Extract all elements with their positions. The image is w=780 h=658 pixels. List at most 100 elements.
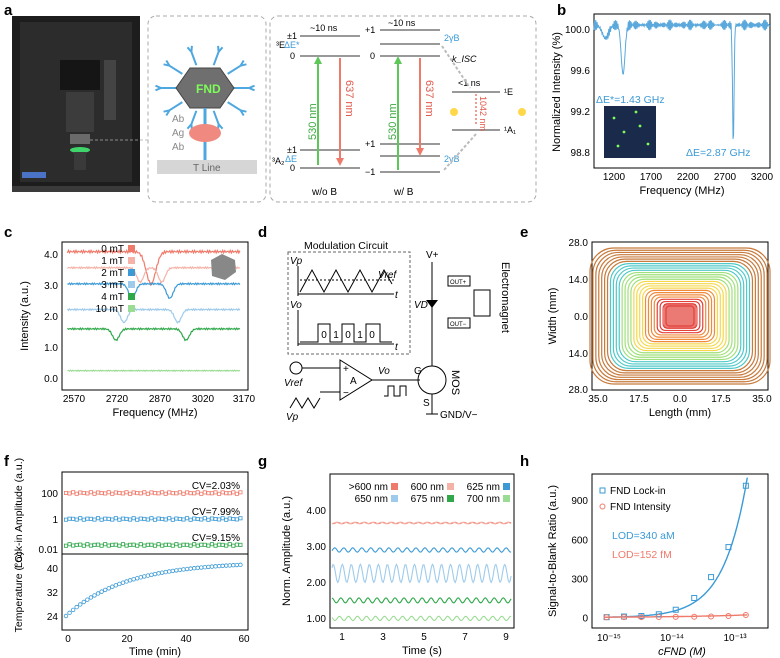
f-top-point	[238, 516, 243, 521]
f-top-point	[88, 516, 93, 521]
f-temp-point	[238, 562, 243, 568]
b-xtick-4: 3200	[751, 172, 774, 183]
d-out1: OUT+	[450, 280, 467, 286]
b-ytick-0: 100.0	[565, 25, 590, 36]
d-vp: Vp	[290, 256, 303, 267]
c-xtick-0: 2570	[63, 394, 86, 405]
antigen-blob	[189, 124, 221, 142]
e-contour-ring	[589, 247, 771, 385]
ns10-b: ~10 ns	[388, 18, 416, 28]
f-top-point	[192, 491, 197, 496]
g-axes	[329, 473, 515, 629]
e-ytick-1: 14.0	[569, 275, 589, 286]
d-amp-label: A	[350, 376, 357, 387]
f-temp-point	[88, 595, 94, 600]
f-bot-ytick-0: 40	[47, 564, 59, 575]
f-bot-ylabel: Temperature (°C)	[13, 552, 25, 633]
f-temp-point	[188, 566, 193, 571]
c-xtick-3: 3020	[192, 394, 215, 405]
d-t1: t	[395, 290, 399, 301]
f-temp-point	[99, 589, 104, 594]
d-t2: t	[395, 342, 399, 353]
f-temp-point	[138, 575, 143, 580]
f-cv-0: CV=2.03%	[192, 481, 240, 492]
e-contour-ring	[642, 287, 718, 345]
c-xlabel: Frequency (MHz)	[113, 407, 198, 419]
h-legend-label-0: FND Lock-in	[610, 486, 666, 497]
g-xtick-2: 5	[421, 632, 427, 643]
f-top-point	[170, 491, 175, 496]
f-temp-point	[213, 564, 218, 569]
antibody-arm	[248, 84, 255, 89]
b-ytick-1: 99.6	[571, 66, 591, 77]
e-contour-ring	[633, 280, 727, 352]
d-bit-4: 0	[369, 330, 375, 341]
f-top-point	[128, 491, 133, 496]
antibody-icon	[190, 110, 198, 125]
d-vp-in: Vp	[286, 412, 299, 423]
e-contour-ring	[595, 251, 765, 381]
f-top-point	[156, 491, 161, 496]
f-top-point	[81, 491, 86, 496]
t-line-label: T Line	[193, 163, 221, 174]
antibody-arm	[217, 45, 220, 52]
f-top-point	[131, 516, 136, 521]
cond-w-b: w/ B	[393, 187, 414, 198]
f-top-point	[135, 517, 140, 522]
f-top-point	[213, 543, 218, 548]
f-top-point	[167, 542, 172, 547]
d-vplus: V+	[426, 250, 439, 261]
f-top-point	[167, 516, 172, 521]
f-top-point	[92, 491, 97, 496]
f-bot-ytick-1: 32	[47, 588, 59, 599]
f-temp-point	[206, 564, 211, 570]
e-contour-ring	[647, 292, 713, 340]
h-point-intensity	[672, 613, 679, 620]
assay-box	[147, 15, 267, 203]
f-top-ytick-0: 100	[41, 489, 58, 500]
f-top-point	[149, 516, 154, 521]
g-legend-swatch-1	[447, 483, 454, 490]
f-top-point	[224, 491, 229, 496]
f-top-point	[88, 490, 93, 495]
e-contour-ring	[592, 249, 768, 383]
f-temp-point	[177, 567, 183, 573]
e-contour-ring	[650, 294, 710, 338]
antibody-icon	[168, 101, 183, 112]
f-top-point	[185, 516, 190, 521]
antibody-arm	[240, 109, 247, 113]
f-top-point	[117, 491, 122, 496]
h-point-intensity	[725, 612, 732, 619]
d-mos-circle	[417, 365, 447, 395]
f-temp-point	[191, 566, 197, 571]
f-top-point	[181, 491, 186, 496]
f-temp-point	[156, 571, 161, 576]
f-top-point	[185, 542, 190, 547]
c-ylabel: Intensity (a.u.)	[19, 281, 31, 351]
g-legend-label-2: 625 nm	[467, 482, 500, 493]
minus1-bot: −1	[365, 167, 375, 177]
h-point-lockin	[742, 482, 749, 489]
f-xlabel: Time (min)	[129, 646, 181, 658]
b-annot-1: ΔE*=1.43 GHz	[596, 94, 665, 106]
d-electromagnet-icon	[473, 289, 491, 317]
h-point-intensity	[691, 613, 698, 620]
f-temp-point	[134, 576, 140, 581]
g-xtick-4: 9	[503, 632, 509, 643]
f-top-ylabel: Lock-in Amplitude (a.u.)	[13, 458, 25, 568]
f-top-point	[135, 543, 140, 548]
f-temp-point	[163, 569, 168, 575]
c-ytick-1: 3.0	[44, 281, 58, 292]
g-ylabel: Norm. Amplitude (a.u.)	[281, 496, 293, 606]
g-series-2	[331, 547, 512, 553]
f-top-point	[206, 543, 211, 548]
f-top-point	[92, 542, 97, 547]
h-point-intensity	[742, 611, 749, 618]
f-temp-point	[220, 563, 225, 569]
antibody-icon	[212, 110, 220, 125]
panel-letter-a: a	[4, 2, 13, 19]
panel-letter-h: h	[520, 453, 529, 470]
e-xtick-1: 17.5	[629, 394, 649, 405]
energy-level-box	[269, 15, 537, 203]
